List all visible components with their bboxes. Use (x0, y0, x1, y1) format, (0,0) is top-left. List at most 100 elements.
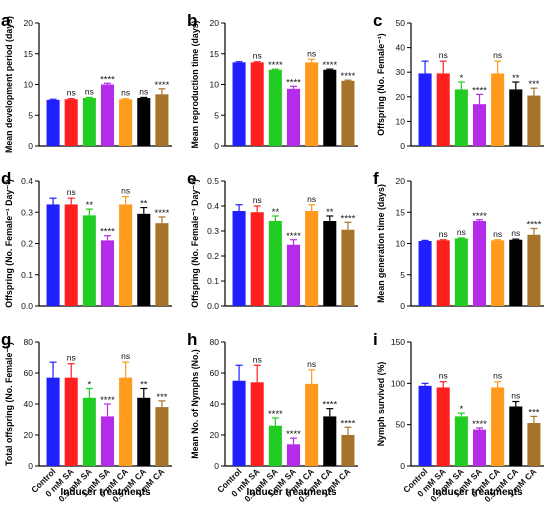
bar-0-5-mm-ca (137, 98, 151, 146)
significance-label: **** (155, 208, 170, 219)
y-axis-title: Nymph survived (%) (376, 362, 386, 447)
bar-0-5-mm-sa (268, 425, 282, 466)
bar-0-5-mm-ca (509, 406, 523, 466)
bar-1-mm-ca (527, 234, 541, 306)
x-axis-title: Inducer treatments (432, 487, 522, 498)
y-tick-label: 0 (28, 141, 33, 151)
significance-label: **** (472, 211, 487, 222)
y-tick-label: 30 (396, 67, 406, 77)
bar-control (46, 99, 60, 146)
significance-label: **** (286, 429, 301, 440)
y-axis-title: Offspring (No. Female⁻¹ Day⁻¹) (190, 179, 200, 308)
bar-1-mm-ca (341, 229, 355, 306)
panel-label-b: b (187, 11, 197, 30)
bar-control (418, 385, 432, 466)
y-axis-title: Mean reproduction time (days) (190, 20, 200, 148)
bar-0-mm-ca (305, 211, 319, 306)
significance-label: **** (472, 419, 487, 430)
bar-1-mm-ca (341, 80, 355, 146)
significance-label: ns (253, 51, 262, 61)
significance-label: ** (140, 199, 148, 210)
y-tick-label: 15 (24, 49, 34, 59)
y-tick-label: 40 (210, 399, 220, 409)
bar-0-mm-sa (64, 204, 78, 306)
bar-1-mm-ca (155, 94, 169, 146)
bar-0-5-mm-sa (454, 238, 468, 306)
significance-label: ns (493, 371, 502, 381)
bar-0-mm-sa (250, 62, 264, 146)
significance-label: **** (268, 60, 283, 71)
bar-1-mm-sa (100, 240, 115, 306)
significance-label: ns (439, 371, 448, 381)
y-tick-label: 0.0 (21, 301, 33, 311)
bar-0-5-mm-sa (268, 221, 282, 306)
significance-label: ns (307, 194, 316, 204)
x-axis-title: Inducer treatments (60, 487, 150, 498)
significance-label: **** (155, 80, 170, 91)
significance-label: *** (528, 407, 539, 418)
y-tick-label: 0 (400, 461, 405, 471)
y-tick-label: 80 (24, 337, 34, 347)
panel-label-a: a (1, 11, 11, 30)
significance-label: ns (307, 359, 316, 369)
significance-label: ns (139, 86, 148, 96)
bar-0-5-mm-sa (82, 98, 96, 146)
y-tick-label: 0.2 (21, 239, 33, 249)
y-tick-label: 0.1 (21, 270, 33, 280)
y-tick-label: 0.2 (207, 251, 219, 261)
significance-label: ns (511, 228, 520, 238)
y-tick-label: 5 (28, 110, 33, 120)
bar-1-mm-ca (155, 223, 169, 306)
significance-label: * (460, 73, 464, 84)
y-tick-label: 50 (396, 18, 406, 28)
significance-label: **** (322, 400, 337, 411)
y-tick-label: 15 (396, 207, 406, 217)
panel-label-e: e (187, 169, 196, 188)
panel-e: e 0.0 0.1 0.2 0.3 0.4 0.5 Offspring (No. Female… (187, 169, 358, 311)
y-axis-title: Total offspring (No. Female⁻¹) (4, 342, 14, 466)
bar-control (232, 380, 246, 466)
panel-label-c: c (373, 11, 382, 30)
bar-0-5-mm-sa (454, 416, 468, 466)
significance-label: ns (121, 351, 130, 361)
bar-0-mm-sa (250, 212, 264, 306)
significance-label: ** (512, 73, 520, 84)
y-tick-label: 0.0 (207, 301, 219, 311)
y-tick-label: 10 (396, 239, 406, 249)
panel-b: b 0 5 10 15 20 Mean reproduction time (days) ns… (187, 11, 358, 151)
bar-1-mm-sa (472, 429, 487, 466)
y-tick-label: 150 (391, 337, 405, 347)
significance-label: ns (493, 229, 502, 239)
bar-0-mm-sa (436, 73, 450, 146)
y-tick-label: 0 (400, 301, 405, 311)
bar-1-mm-sa (286, 88, 301, 146)
bar-1-mm-ca (527, 95, 541, 146)
y-tick-label: 20 (396, 176, 406, 186)
y-tick-label: 5 (400, 270, 405, 280)
bar-0-mm-sa (64, 99, 78, 146)
y-tick-label: 60 (24, 368, 34, 378)
y-tick-label: 20 (210, 430, 220, 440)
significance-label: ns (67, 88, 76, 98)
significance-label: * (88, 380, 92, 391)
significance-label: ns (67, 353, 76, 363)
x-axis-title: Inducer treatments (246, 487, 336, 498)
significance-label: **** (341, 71, 356, 82)
y-tick-label: 20 (24, 430, 34, 440)
y-tick-label: 20 (24, 18, 34, 28)
significance-label: **** (322, 60, 337, 71)
bar-0-mm-ca (491, 73, 505, 146)
bar-0-5-mm-ca (137, 213, 151, 306)
bar-1-mm-ca (155, 407, 169, 466)
bar-0-mm-ca (491, 240, 505, 306)
panel-label-d: d (1, 169, 11, 188)
panel-label-h: h (187, 330, 197, 349)
y-tick-label: 15 (210, 49, 220, 59)
significance-label: ns (253, 195, 262, 205)
y-axis-title: Mean generation time (days) (376, 184, 386, 303)
